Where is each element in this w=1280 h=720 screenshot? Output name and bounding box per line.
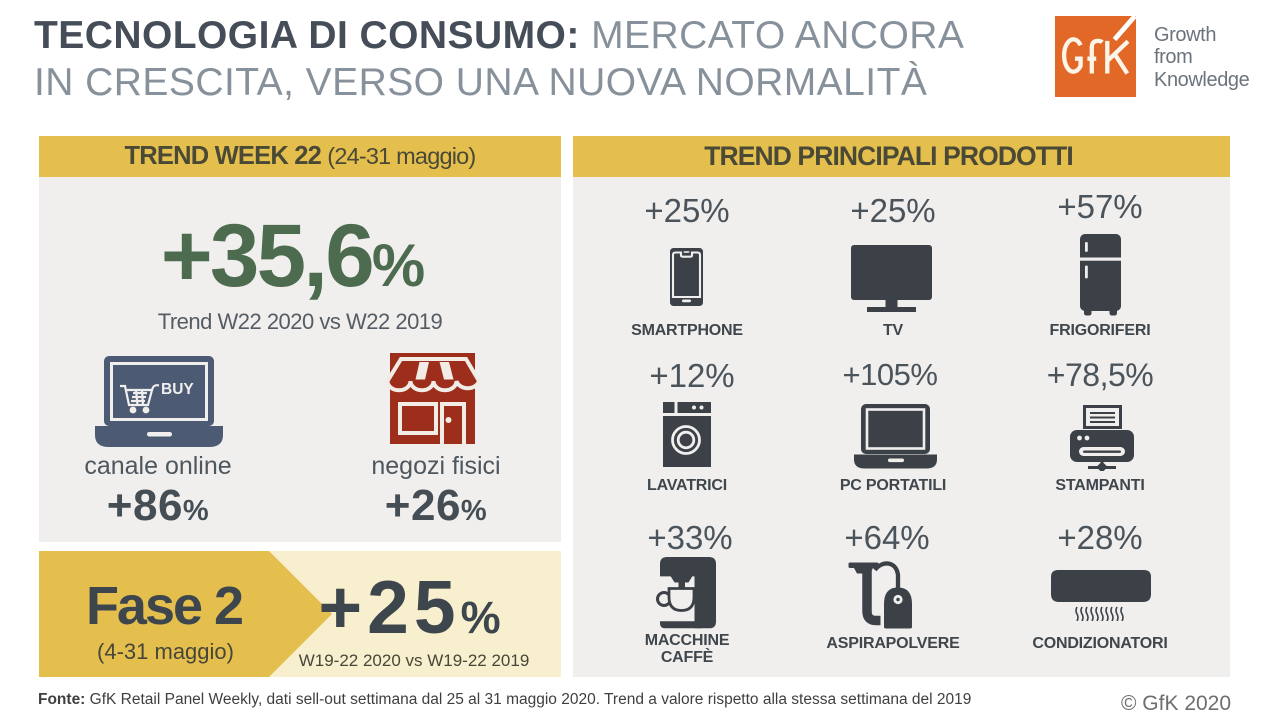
svg-text:BUY: BUY: [161, 381, 194, 398]
